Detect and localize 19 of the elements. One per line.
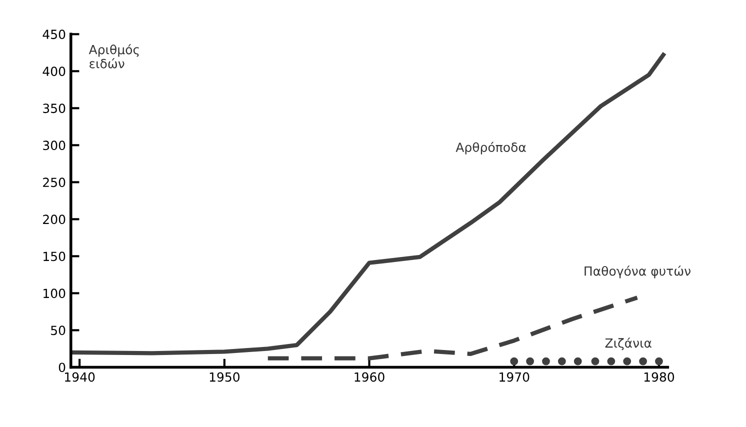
series-label: Αρθρόποδα bbox=[456, 142, 526, 154]
y-tick-label: 450 bbox=[42, 30, 66, 40]
x-tick-label: 1970 bbox=[500, 372, 530, 382]
x-tick-label: 1980 bbox=[644, 372, 674, 382]
y-tick-label: 150 bbox=[44, 252, 66, 262]
y-tick-label: 300 bbox=[43, 140, 66, 150]
text: Παθογόνα φυτών bbox=[584, 266, 690, 278]
y-axis-title: Αριθμός ειδών bbox=[88, 44, 139, 68]
y-tick-label: 200 bbox=[43, 214, 66, 224]
x-tick-label: 1960 bbox=[354, 372, 384, 382]
y-tick-label: 350 bbox=[43, 104, 66, 114]
x-tick-label: 1940 bbox=[65, 372, 95, 382]
series-label: Ζιζάνια bbox=[605, 338, 652, 350]
x-tick-label: 1950 bbox=[210, 372, 240, 382]
y-tick-label: 50 bbox=[51, 326, 66, 336]
y-tick-label: 100 bbox=[44, 288, 66, 298]
y-tick-label: 0 bbox=[58, 362, 66, 372]
y-tick-label: 400 bbox=[42, 66, 66, 76]
y-tick-label: 250 bbox=[43, 178, 66, 188]
